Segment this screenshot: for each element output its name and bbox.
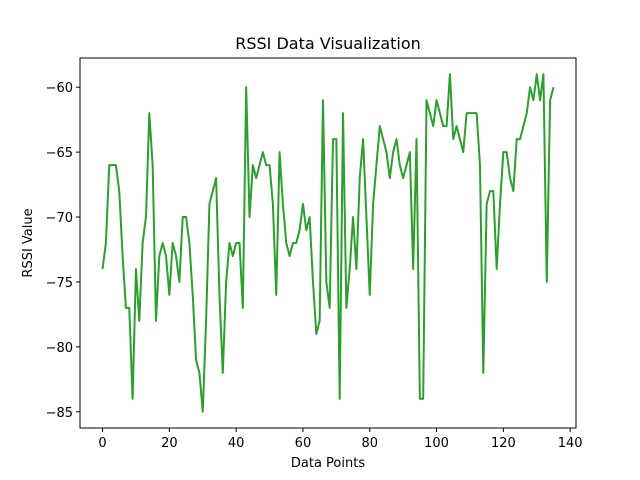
y-tick-label: −80 [46,341,73,356]
plot-area: 0 20 40 60 80 100 120 140 −85 −80 −75 −70 −65 −60 [46,57,583,451]
x-tick-label: 120 [491,436,516,451]
x-axis-label: Data Points [291,456,365,471]
x-tick-label: 20 [161,436,178,451]
x-tick-label: 100 [424,436,449,451]
plot-frame [79,57,577,429]
x-tick-label: 80 [361,436,378,451]
y-axis-label: RSSI Value [21,208,36,277]
y-tick-label: −60 [46,81,73,96]
y-tick-label: −75 [46,276,73,291]
x-tick-label: 60 [295,436,312,451]
x-tick-label: 40 [228,436,245,451]
y-tick-label: −65 [46,146,73,161]
y-tick-label: −70 [46,211,73,226]
x-axis-ticks: 0 20 40 60 80 100 120 140 [98,428,583,451]
y-tick-label: −85 [46,406,73,421]
series-line-0 [101,73,555,413]
x-tick-label: 0 [98,436,106,451]
y-axis-ticks: −85 −80 −75 −70 −65 −60 [46,81,80,421]
series-layer [101,73,555,413]
x-tick-label: 140 [558,436,583,451]
chart-title: RSSI Data Visualization [235,34,421,53]
